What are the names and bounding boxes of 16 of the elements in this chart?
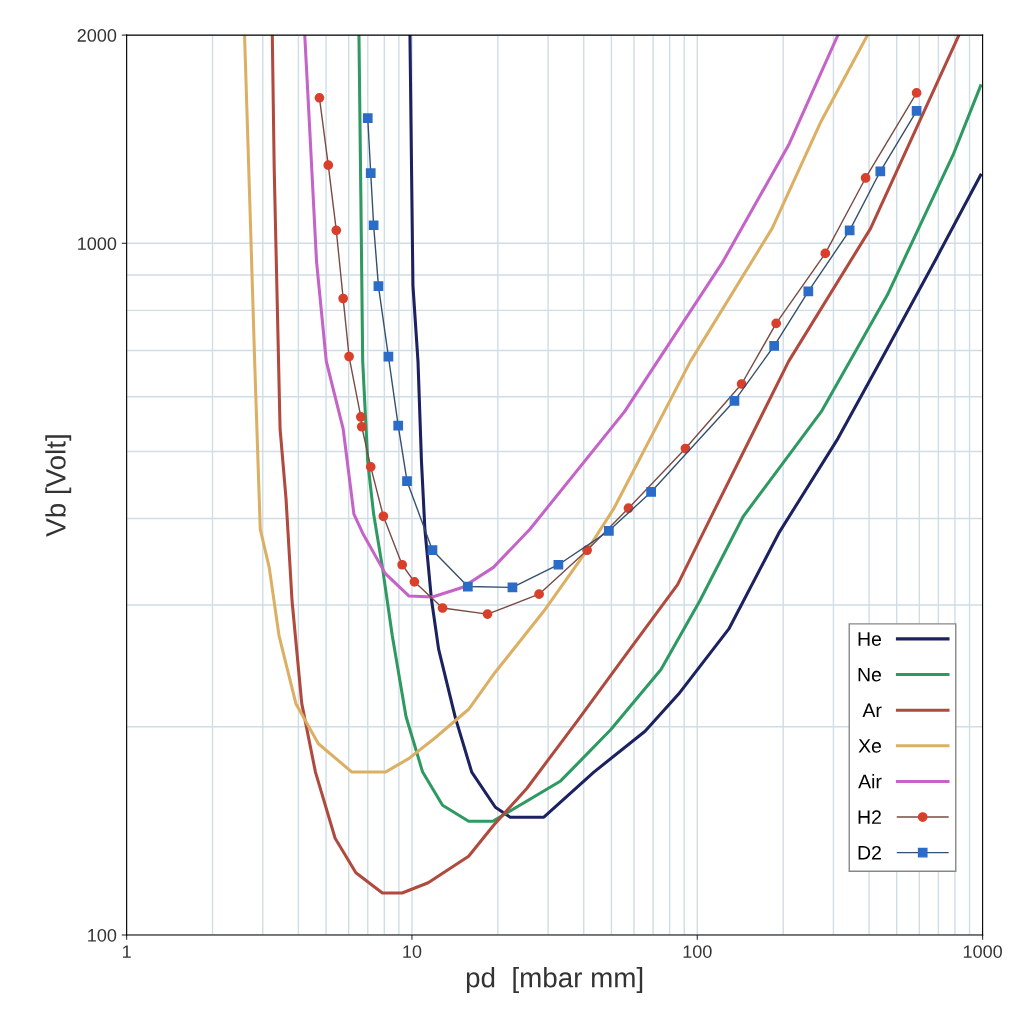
legend-label: Air	[858, 774, 882, 789]
legend-label: He	[858, 632, 882, 646]
legend-label: Ne	[858, 667, 882, 682]
x-tick-label: 1000	[963, 945, 1002, 958]
x-tick-label: 10	[403, 945, 422, 958]
x-tick-label: 100	[683, 945, 712, 958]
y-tick-label: 2000	[77, 29, 117, 42]
y-tick-label: 1000	[78, 237, 117, 251]
x-axis-title: pd [mbar mm]	[466, 967, 643, 993]
y-axis-title: Vb [Volt]	[45, 435, 72, 537]
legend-label: H2	[858, 810, 881, 824]
y-tick-label: 100	[88, 928, 117, 942]
legend-label: D2	[858, 845, 881, 860]
legend-label: Ar	[862, 703, 882, 717]
legend-label: Xe	[858, 739, 882, 753]
x-tick-label: 1	[122, 945, 131, 958]
